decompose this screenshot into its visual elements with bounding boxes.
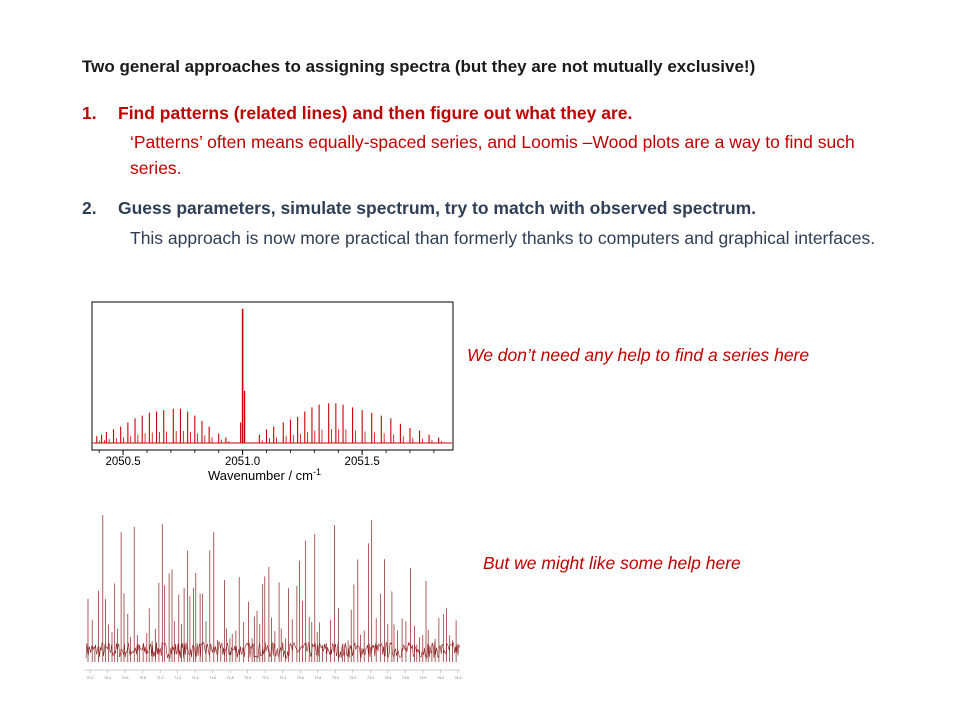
spectrum-chart-dense: 70.2 70.4 70.6 70.8 71.0 71.2 71.4 71.6 71.8 72.0… <box>84 515 462 680</box>
dense-axis-tick-label: 72.0 <box>244 676 251 680</box>
dense-axis-tick-label: 70.8 <box>139 676 146 680</box>
chart-frame <box>91 301 454 451</box>
dense-axis-tick-label: 74.2 <box>437 676 444 680</box>
dense-axis-tick-label: 71.4 <box>192 676 199 680</box>
item-1-number: 1. <box>82 103 97 123</box>
slide-title: Two general approaches to assigning spec… <box>82 57 756 76</box>
dense-axis-tick-label: 72.8 <box>314 676 321 680</box>
item-2-body: This approach is now more practical than… <box>130 228 876 248</box>
dense-axis-tick-label: 72.4 <box>279 676 286 680</box>
item-2-number: 2. <box>82 198 97 218</box>
item-2-heading: 2. Guess parameters, simulate spectrum, t… <box>82 198 756 219</box>
dense-axis-tick-label: 72.2 <box>262 676 269 680</box>
item-2-heading-text: Guess parameters, simulate spectrum, try… <box>118 198 756 218</box>
x-axis-ticks: 2050.5 2051.0 2051.5 <box>98 450 435 468</box>
dense-axis-tick-label: 71.2 <box>174 676 181 680</box>
dense-axis-tick-label: 73.4 <box>367 676 374 680</box>
item-1-heading: 1. Find patterns (related lines) and then… <box>82 103 632 124</box>
dense-axis-tick-label: 74.4 <box>455 676 462 680</box>
x-axis-title: Wavenumber / cm-1 <box>208 467 321 483</box>
spectrum-lines <box>93 308 452 444</box>
dense-spectrum-lines <box>85 515 460 662</box>
x-axis-title-superscript: -1 <box>313 467 321 477</box>
item-1-heading-text: Find patterns (related lines) and then f… <box>118 103 633 123</box>
dense-axis-tick-label: 73.0 <box>332 676 339 680</box>
item-1-body: ‘Patterns’ often means equally-spaced se… <box>130 132 855 178</box>
dense-axis-tick-label: 70.4 <box>104 676 111 680</box>
dense-axis-tick-label: 71.6 <box>209 676 216 680</box>
dense-axis-tick-label: 72.6 <box>297 676 304 680</box>
dense-axis-tick-label: 71.8 <box>227 676 234 680</box>
dense-axis-tick-label: 70.2 <box>87 676 94 680</box>
noise-trace <box>85 641 460 659</box>
dense-axis-tick-label: 73.2 <box>349 676 356 680</box>
caption-top: We don’t need any help to find a series … <box>467 345 810 365</box>
x-tick-label: 2051.5 <box>345 456 380 468</box>
x-tick-label: 2051.0 <box>225 456 260 468</box>
caption-bottom: But we might like some help here <box>483 553 741 573</box>
dense-axis-tick-label: 71.0 <box>157 676 164 680</box>
dense-axis-ticks: 70.2 70.4 70.6 70.8 71.0 71.2 71.4 71.6 71.8 72.0… <box>87 670 462 680</box>
spectrum-chart-resolved: 2050.5 2051.0 2051.5 Wavenumber / cm-1 <box>91 301 454 483</box>
dense-axis-tick-label: 70.6 <box>122 676 129 680</box>
dense-axis-tick-label: 73.8 <box>402 676 409 680</box>
x-tick-label: 2050.5 <box>105 456 140 468</box>
dense-axis-tick-label: 74.0 <box>420 676 427 680</box>
dense-axis-tick-label: 73.6 <box>384 676 391 680</box>
